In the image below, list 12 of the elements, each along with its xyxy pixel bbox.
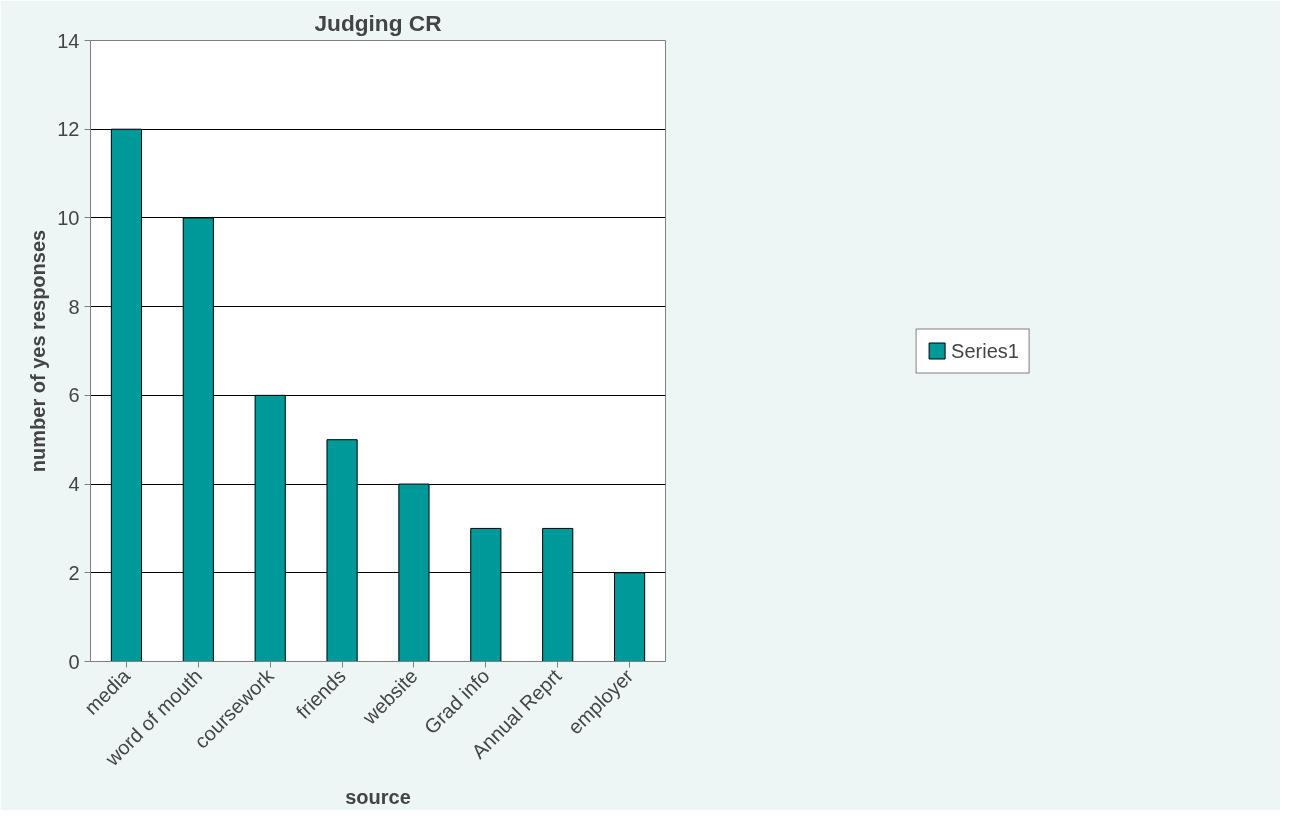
legend-label: Series1 <box>951 339 1019 362</box>
y-tick-label: 6 <box>68 384 80 407</box>
y-tick-label: 12 <box>57 118 80 141</box>
y-tick-label: 10 <box>57 206 80 229</box>
y-tick-label: 2 <box>68 561 80 584</box>
y-tick-label: 0 <box>68 650 80 673</box>
x-axis-title: source <box>345 785 411 808</box>
y-tick-label: 4 <box>68 473 80 496</box>
y-tick-label: 8 <box>68 295 80 318</box>
y-tick-label: 14 <box>57 29 80 52</box>
chart-title: Judging CR <box>314 9 442 36</box>
y-axis-title: number of yes responses <box>27 229 50 473</box>
